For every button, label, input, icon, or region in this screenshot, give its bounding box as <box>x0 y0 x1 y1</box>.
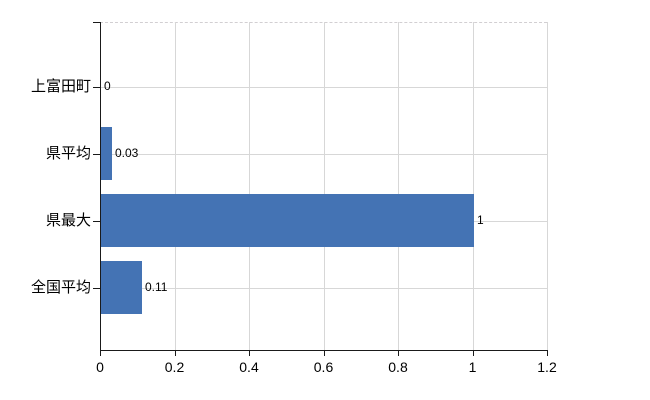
y-axis-top-tick <box>93 22 100 23</box>
bar-県平均 <box>101 127 112 180</box>
y-axis-tick <box>93 221 100 222</box>
category-label: 全国平均 <box>30 279 91 296</box>
x-axis-tick-label: 1.2 <box>537 359 557 375</box>
bar-全国平均 <box>101 261 142 314</box>
value-label: 0 <box>104 79 111 93</box>
x-axis-tick <box>100 350 101 356</box>
x-gridline <box>174 22 176 350</box>
y-gridline <box>100 87 547 88</box>
x-gridline <box>472 22 474 350</box>
category-label: 県平均 <box>45 145 91 162</box>
x-axis-tick <box>174 350 176 356</box>
y-axis-tick <box>93 288 100 289</box>
y-axis-tick <box>93 87 100 88</box>
x-axis-tick-label: 0.6 <box>313 359 334 375</box>
x-axis-tick <box>398 350 399 356</box>
value-label: 0.03 <box>115 146 139 160</box>
y-axis-tick <box>93 154 100 155</box>
x-axis-tick-label: 0.8 <box>388 359 408 375</box>
x-gridline <box>398 22 399 350</box>
y-axis-line <box>100 22 101 350</box>
x-axis-tick-label: 0 <box>96 359 104 375</box>
bar-県最大 <box>101 194 474 247</box>
x-axis-tick <box>547 350 548 356</box>
y-gridline <box>100 288 547 289</box>
x-axis-tick <box>249 350 250 356</box>
plot-area: 0 0.2 0.4 0.6 0.8 1 1.2 上富田町 0 県平均 0.03 県最大 1 全国平均 0.1… <box>31 22 557 375</box>
x-axis-tick-label: 1 <box>468 359 477 375</box>
x-gridline <box>323 22 325 350</box>
value-label: 1 <box>477 213 484 227</box>
x-gridline <box>249 22 250 350</box>
x-axis-tick-label: 0.2 <box>164 359 185 375</box>
x-axis-tick-label: 0.4 <box>239 359 259 375</box>
category-label: 県最大 <box>45 212 91 229</box>
x-axis-tick <box>323 350 325 356</box>
value-label: 0.11 <box>145 280 168 294</box>
y-gridline <box>100 154 547 155</box>
x-axis-tick <box>472 350 474 356</box>
category-label: 上富田町 <box>30 78 91 95</box>
x-gridline <box>547 22 548 350</box>
